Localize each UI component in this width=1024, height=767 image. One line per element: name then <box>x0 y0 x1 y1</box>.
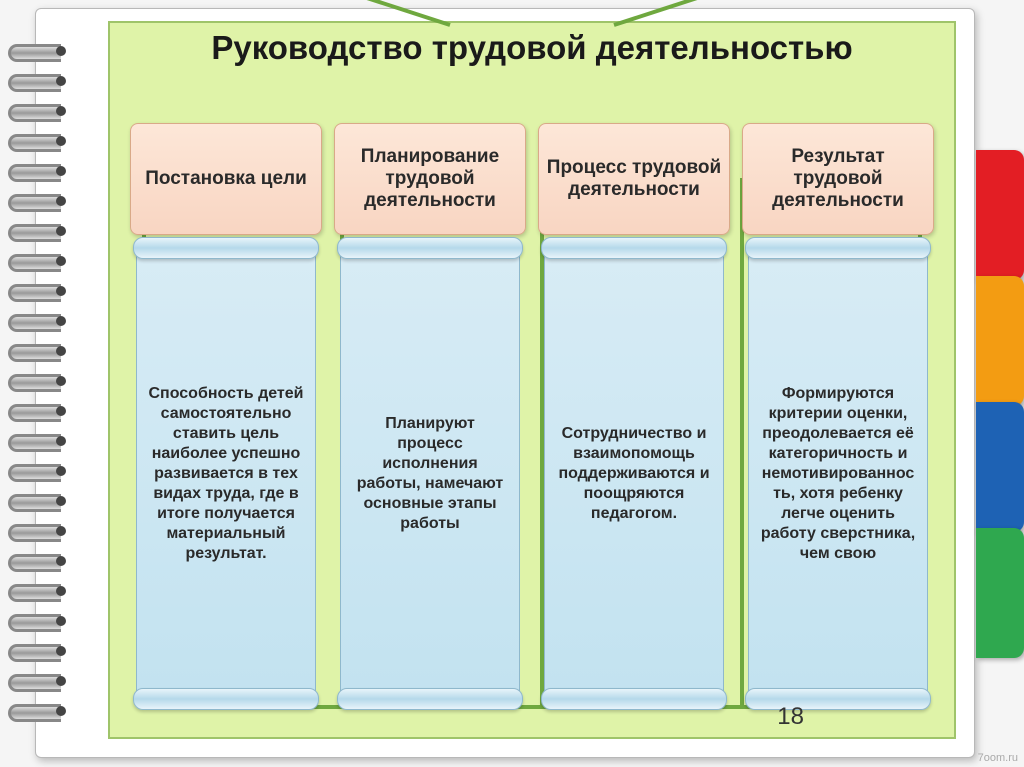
column-header: Результат трудовой деятельности <box>742 123 934 235</box>
column-header: Постановка цели <box>130 123 322 235</box>
scroll-panel: Планируют процесс исполнения работы, нам… <box>340 245 520 702</box>
column-header: Процесс трудовой деятельности <box>538 123 730 235</box>
scroll-panel: Сотрудничество и взаимопомощь поддержива… <box>544 245 724 702</box>
tab-green[interactable] <box>976 528 1024 658</box>
spiral-binding <box>8 40 63 720</box>
column-process: Процесс трудовой деятельности Сотрудниче… <box>536 123 732 702</box>
column-header-text: Постановка цели <box>145 168 307 190</box>
content-frame: Руководство трудовой деятельностью Поста… <box>108 21 956 739</box>
notebook-page: Руководство трудовой деятельностью Поста… <box>35 8 975 758</box>
column-goal: Постановка цели Способность детей самост… <box>128 123 324 702</box>
column-body-text: Сотрудничество и взаимопомощь поддержива… <box>555 424 713 524</box>
column-body-text: Способность детей самостоятельно ставить… <box>147 384 305 564</box>
column-header-text: Планирование трудовой деятельности <box>341 146 519 212</box>
column-header-text: Процесс трудовой деятельности <box>545 157 723 201</box>
columns-container: Постановка цели Способность детей самост… <box>128 123 936 702</box>
side-tabs <box>976 150 1024 654</box>
column-result: Результат трудовой деятельности Формирую… <box>740 123 936 702</box>
column-planning: Планирование трудовой деятельности Плани… <box>332 123 528 702</box>
roof-decoration <box>613 0 881 27</box>
column-header: Планирование трудовой деятельности <box>334 123 526 235</box>
column-header-text: Результат трудовой деятельности <box>749 146 927 212</box>
roof-decoration <box>183 0 451 27</box>
tab-orange[interactable] <box>976 276 1024 406</box>
scroll-panel: Формируются критерии оценки, преодолевае… <box>748 245 928 702</box>
column-body-text: Формируются критерии оценки, преодолевае… <box>759 384 917 564</box>
tab-blue[interactable] <box>976 402 1024 532</box>
column-body-text: Планируют процесс исполнения работы, нам… <box>351 414 509 534</box>
tab-red[interactable] <box>976 150 1024 280</box>
page-title: Руководство трудовой деятельностью <box>130 28 934 68</box>
page-number: 18 <box>777 703 804 731</box>
scroll-panel: Способность детей самостоятельно ставить… <box>136 245 316 702</box>
watermark: 7oom.ru <box>978 752 1018 764</box>
